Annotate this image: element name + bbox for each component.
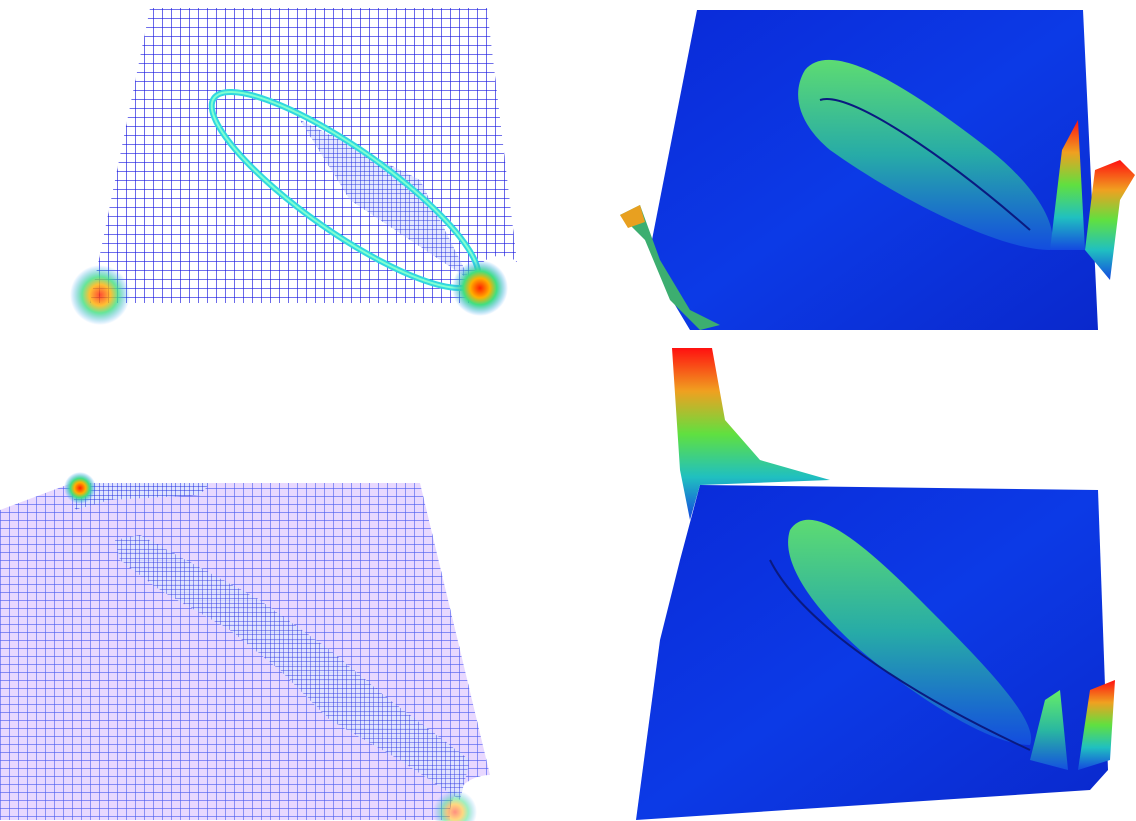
hot-spot — [64, 472, 96, 504]
figure — [0, 0, 1136, 821]
hot-spot — [70, 265, 130, 325]
page — [0, 0, 1136, 821]
hot-spot — [452, 260, 508, 316]
panel-mesh-bottom — [0, 472, 490, 821]
panel-surface-bottom — [636, 348, 1115, 820]
panel-surface-top — [620, 10, 1135, 330]
panel-mesh-top — [70, 8, 517, 325]
